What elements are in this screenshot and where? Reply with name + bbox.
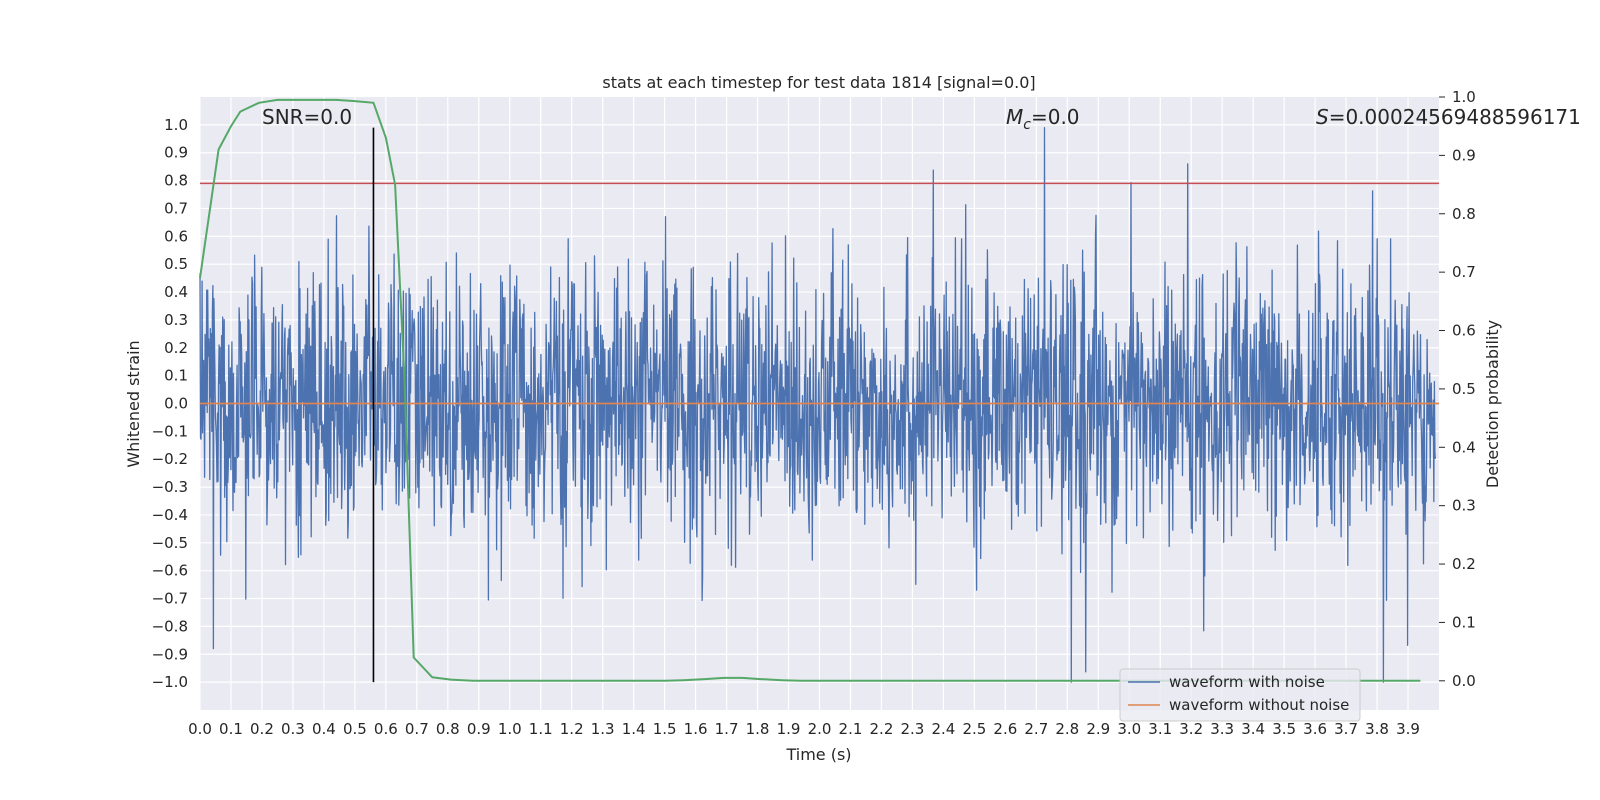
y-axis-ticks: 1.0 0.9 0.8 0.7 0.6 0.5 0.4 0.3 0.2 0.1 0.0 −0.1 −0.…: [152, 116, 188, 691]
mc-annotation: Mc=0.0: [1006, 105, 1080, 133]
y-tick-label: 0.1: [164, 367, 188, 385]
x-axis-ticks: 0.0 0.1 0.2 0.3 0.4 0.5 0.6 0.7 0.8 0.9 1.0 1.1 1.2 1…: [188, 720, 1420, 738]
legend-label-noise: waveform with noise: [1169, 673, 1325, 691]
x-tick-label: 0.7: [405, 720, 429, 738]
y-tick-label: 0.0: [164, 395, 188, 413]
x-tick-label: 0.1: [219, 720, 243, 738]
y2-axis-ticks: 1.0 0.9 0.8 0.7 0.6 0.5 0.4 0.3 0.2 0.1 0.0: [1439, 88, 1476, 690]
y-tick-label: 0.7: [164, 199, 188, 217]
y2-tick-label: 0.6: [1452, 322, 1476, 340]
y-tick-label: −0.2: [152, 450, 188, 468]
x-tick-label: 1.8: [746, 720, 770, 738]
y-tick-label: −0.4: [152, 506, 188, 524]
y2-tick-label: 0.7: [1452, 263, 1476, 281]
y2-tick-label: 0.5: [1452, 380, 1476, 398]
x-tick-label: 0.2: [250, 720, 274, 738]
x-tick-label: 3.4: [1241, 720, 1265, 738]
x-axis-title: Time (s): [785, 745, 851, 764]
y-tick-label: −0.5: [152, 534, 188, 552]
snr-annotation: SNR=0.0: [262, 105, 352, 129]
x-tick-label: 0.9: [467, 720, 491, 738]
x-tick-label: 0.3: [281, 720, 305, 738]
x-tick-label: 1.0: [498, 720, 522, 738]
x-tick-label: 2.0: [808, 720, 832, 738]
s-value: =0.00024569488596171: [1329, 105, 1581, 129]
y-tick-label: −1.0: [152, 673, 188, 691]
s-annotation: S=0.00024569488596171: [1316, 105, 1581, 129]
chart-title: stats at each timestep for test data 181…: [602, 73, 1035, 92]
x-tick-label: 1.6: [684, 720, 708, 738]
waveform-with-noise-series: [199, 127, 1437, 683]
x-tick-label: 3.9: [1396, 720, 1420, 738]
y-tick-label: −0.3: [152, 478, 188, 496]
y-tick-label: 0.4: [164, 283, 188, 301]
x-tick-label: 2.7: [1024, 720, 1048, 738]
mc-subscript: c: [1023, 117, 1031, 133]
y2-tick-label: 0.1: [1452, 613, 1476, 631]
x-tick-label: 1.9: [777, 720, 801, 738]
y-tick-label: 0.9: [164, 144, 188, 162]
x-tick-label: 3.1: [1148, 720, 1172, 738]
y-tick-label: −0.1: [152, 422, 188, 440]
y-tick-label: −0.6: [152, 562, 188, 580]
legend-box: [1119, 668, 1361, 722]
y-tick-label: 0.2: [164, 339, 188, 357]
x-tick-label: 3.6: [1303, 720, 1327, 738]
y2-tick-label: 0.8: [1452, 205, 1476, 223]
s-symbol: S: [1316, 105, 1329, 129]
y-tick-label: −0.8: [152, 617, 188, 635]
x-tick-label: 2.3: [900, 720, 924, 738]
y-tick-label: 0.5: [164, 255, 188, 273]
x-tick-label: 2.5: [962, 720, 986, 738]
x-tick-label: 2.4: [931, 720, 955, 738]
y-tick-label: 1.0: [164, 116, 188, 134]
y2-tick-label: 0.3: [1452, 497, 1476, 515]
x-tick-label: 2.8: [1055, 720, 1079, 738]
x-tick-label: 3.2: [1179, 720, 1203, 738]
mc-value: =0.0: [1031, 105, 1080, 129]
y-tick-label: −0.9: [152, 645, 188, 663]
mc-symbol: M: [1006, 105, 1023, 129]
x-tick-label: 2.6: [993, 720, 1017, 738]
x-tick-label: 3.3: [1210, 720, 1234, 738]
x-tick-label: 1.3: [591, 720, 615, 738]
x-tick-label: 2.1: [839, 720, 863, 738]
y2-tick-label: 0.4: [1452, 438, 1476, 456]
x-tick-label: 1.5: [653, 720, 677, 738]
y2-tick-label: 0.0: [1452, 672, 1476, 690]
y-tick-label: −0.7: [152, 590, 188, 608]
x-tick-label: 1.2: [560, 720, 584, 738]
y2-tick-label: 0.2: [1452, 555, 1476, 573]
y-axis-title: Whitened strain: [124, 340, 143, 467]
x-tick-label: 1.1: [529, 720, 553, 738]
x-tick-label: 3.7: [1334, 720, 1358, 738]
y-tick-label: 0.6: [164, 227, 188, 245]
x-tick-label: 0.4: [312, 720, 336, 738]
y2-tick-label: 1.0: [1452, 88, 1476, 106]
x-tick-label: 1.7: [715, 720, 739, 738]
y-tick-label: 0.3: [164, 311, 188, 329]
y2-axis-title: Detection probability: [1483, 320, 1502, 488]
x-tick-label: 3.5: [1272, 720, 1296, 738]
detection-probability-line: [199, 98, 1421, 682]
x-tick-label: 0.8: [436, 720, 460, 738]
y2-tick-label: 0.9: [1452, 146, 1476, 164]
x-tick-label: 0.5: [343, 720, 367, 738]
x-tick-label: 0.0: [188, 720, 212, 738]
x-tick-label: 3.8: [1365, 720, 1389, 738]
legend-label-clean: waveform without noise: [1169, 696, 1349, 714]
x-tick-label: 0.6: [374, 720, 398, 738]
legend: waveform with noise waveform without noi…: [1119, 668, 1361, 722]
x-tick-label: 3.0: [1117, 720, 1141, 738]
y-tick-label: 0.8: [164, 172, 188, 190]
noise-waveform: [199, 127, 1437, 683]
x-tick-label: 2.9: [1086, 720, 1110, 738]
x-tick-label: 1.4: [622, 720, 646, 738]
x-tick-label: 2.2: [870, 720, 894, 738]
